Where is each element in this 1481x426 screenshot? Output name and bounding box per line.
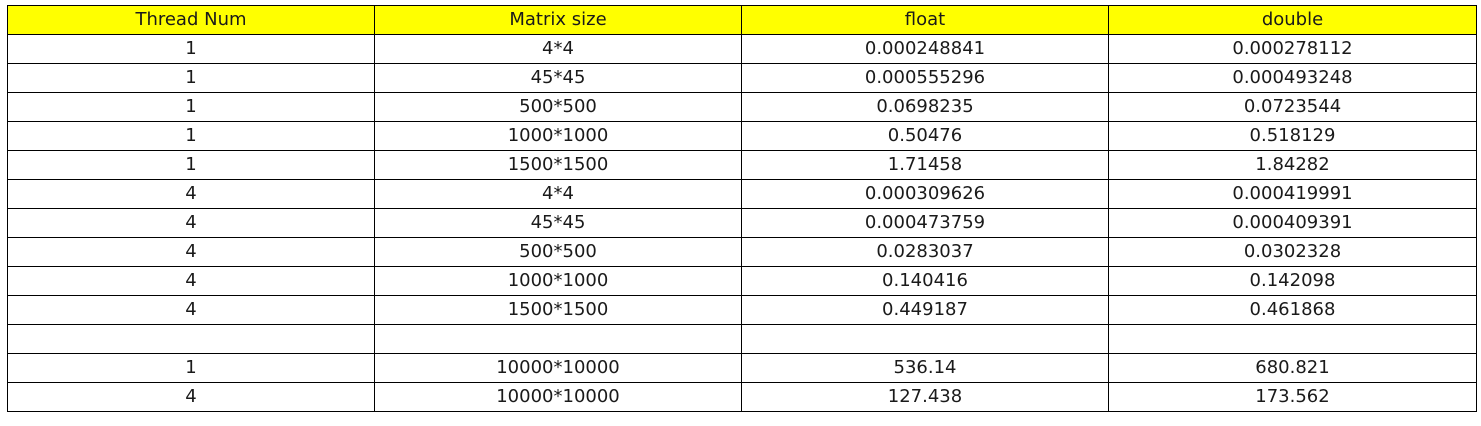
double-cell[interactable] [1108, 324, 1477, 354]
table-body: 1 4*4 0.000248841 0.000278112 1 45*45 0.000555… [7, 34, 1477, 412]
matrix-size-cell[interactable]: 45*45 [374, 63, 742, 93]
matrix-size-cell[interactable]: 1000*1000 [374, 121, 742, 151]
double-cell[interactable]: 0.0723544 [1108, 92, 1477, 122]
double-cell[interactable]: 0.142098 [1108, 266, 1477, 296]
thread-num-cell[interactable]: 4 [7, 237, 375, 267]
double-cell[interactable]: 0.518129 [1108, 121, 1477, 151]
double-cell[interactable]: 680.821 [1108, 353, 1477, 383]
float-cell[interactable]: 0.50476 [741, 121, 1109, 151]
table-row: 1 500*500 0.0698235 0.0723544 [7, 92, 1477, 122]
table-row: 4 1500*1500 0.449187 0.461868 [7, 295, 1477, 325]
table-row: 1 10000*10000 536.14 680.821 [7, 353, 1477, 383]
float-cell[interactable]: 0.000555296 [741, 63, 1109, 93]
table-row: 1 1500*1500 1.71458 1.84282 [7, 150, 1477, 180]
thread-num-cell[interactable]: 1 [7, 63, 375, 93]
float-cell[interactable]: 0.0698235 [741, 92, 1109, 122]
double-cell[interactable]: 0.000278112 [1108, 34, 1477, 64]
thread-num-cell[interactable]: 1 [7, 92, 375, 122]
float-cell[interactable] [741, 324, 1109, 354]
double-cell[interactable]: 0.000419991 [1108, 179, 1477, 209]
matrix-size-cell[interactable]: 4*4 [374, 179, 742, 209]
header-double[interactable]: double [1108, 5, 1477, 35]
table-row: 4 4*4 0.000309626 0.000419991 [7, 179, 1477, 209]
table-row: 4 10000*10000 127.438 173.562 [7, 382, 1477, 412]
thread-num-cell[interactable]: 4 [7, 208, 375, 238]
thread-num-cell[interactable] [7, 324, 375, 354]
float-cell[interactable]: 0.140416 [741, 266, 1109, 296]
float-cell[interactable]: 0.000473759 [741, 208, 1109, 238]
thread-num-cell[interactable]: 1 [7, 150, 375, 180]
double-cell[interactable]: 1.84282 [1108, 150, 1477, 180]
thread-num-cell[interactable]: 4 [7, 382, 375, 412]
matrix-size-cell[interactable]: 1000*1000 [374, 266, 742, 296]
table-row: 1 4*4 0.000248841 0.000278112 [7, 34, 1477, 64]
float-cell[interactable]: 1.71458 [741, 150, 1109, 180]
double-cell[interactable]: 0.0302328 [1108, 237, 1477, 267]
table-row: 4 500*500 0.0283037 0.0302328 [7, 237, 1477, 267]
float-cell[interactable]: 0.0283037 [741, 237, 1109, 267]
double-cell[interactable]: 0.000409391 [1108, 208, 1477, 238]
float-cell[interactable]: 0.449187 [741, 295, 1109, 325]
header-matrix-size[interactable]: Matrix size [374, 5, 742, 35]
table-row: 4 45*45 0.000473759 0.000409391 [7, 208, 1477, 238]
matrix-size-cell[interactable]: 10000*10000 [374, 353, 742, 383]
float-cell[interactable]: 0.000309626 [741, 179, 1109, 209]
thread-num-cell[interactable]: 4 [7, 179, 375, 209]
table-row: 4 1000*1000 0.140416 0.142098 [7, 266, 1477, 296]
double-cell[interactable]: 173.562 [1108, 382, 1477, 412]
thread-num-cell[interactable]: 4 [7, 266, 375, 296]
header-row: Thread Num Matrix size float double [7, 5, 1477, 35]
thread-num-cell[interactable]: 1 [7, 34, 375, 64]
header-float[interactable]: float [741, 5, 1109, 35]
header-thread-num[interactable]: Thread Num [7, 5, 375, 35]
matrix-size-cell[interactable]: 500*500 [374, 92, 742, 122]
matrix-size-cell[interactable]: 1500*1500 [374, 150, 742, 180]
timing-table: Thread Num Matrix size float double 1 4*4… [7, 5, 1477, 412]
matrix-size-cell[interactable]: 1500*1500 [374, 295, 742, 325]
table-row [7, 324, 1477, 354]
thread-num-cell[interactable]: 4 [7, 295, 375, 325]
matrix-size-cell[interactable]: 10000*10000 [374, 382, 742, 412]
float-cell[interactable]: 0.000248841 [741, 34, 1109, 64]
thread-num-cell[interactable]: 1 [7, 353, 375, 383]
matrix-size-cell[interactable] [374, 324, 742, 354]
double-cell[interactable]: 0.000493248 [1108, 63, 1477, 93]
matrix-size-cell[interactable]: 500*500 [374, 237, 742, 267]
double-cell[interactable]: 0.461868 [1108, 295, 1477, 325]
thread-num-cell[interactable]: 1 [7, 121, 375, 151]
float-cell[interactable]: 127.438 [741, 382, 1109, 412]
table-row: 1 1000*1000 0.50476 0.518129 [7, 121, 1477, 151]
table-row: 1 45*45 0.000555296 0.000493248 [7, 63, 1477, 93]
matrix-size-cell[interactable]: 45*45 [374, 208, 742, 238]
matrix-size-cell[interactable]: 4*4 [374, 34, 742, 64]
float-cell[interactable]: 536.14 [741, 353, 1109, 383]
